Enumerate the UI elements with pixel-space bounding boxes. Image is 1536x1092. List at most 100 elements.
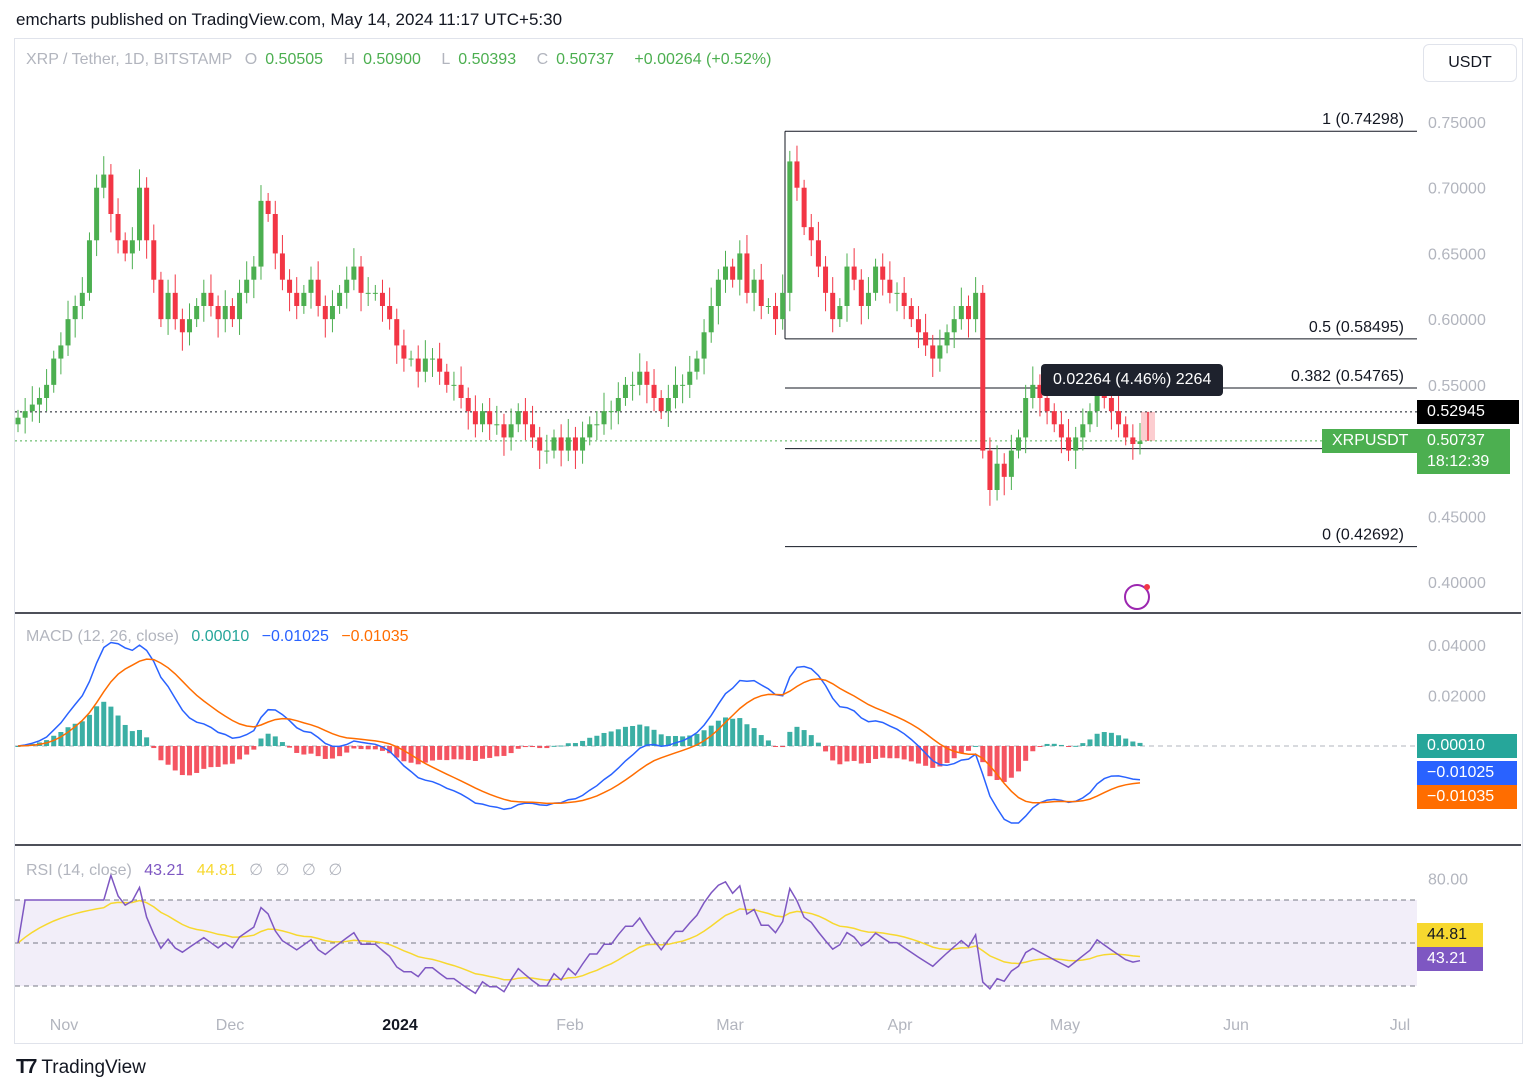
candle-up (944, 332, 950, 346)
high-value: H 0.50900 (343, 51, 421, 68)
macd-histogram-bar (58, 731, 64, 746)
macd-histogram-bar (844, 746, 850, 762)
rsi-line (17, 872, 1141, 995)
candle-up (951, 319, 957, 333)
candle-up (787, 161, 793, 293)
macd-histogram-bar (744, 724, 750, 746)
macd-histogram-bar (601, 732, 607, 746)
candle-down (415, 358, 421, 372)
publisher-header: emcharts published on TradingView.com, M… (16, 10, 563, 29)
macd-histogram-bar (658, 734, 664, 746)
macd-histogram-bar (201, 746, 207, 769)
macd-histogram-bar (751, 728, 757, 746)
macd-histogram-bar (787, 731, 793, 746)
macd-histogram-bar (322, 746, 328, 759)
candle-down (887, 279, 893, 293)
macd-histogram-bar (444, 746, 450, 761)
candle-up (1080, 424, 1086, 438)
macd-histogram-bar (1037, 746, 1043, 747)
macd-title[interactable]: MACD (12, 26, close) (26, 628, 179, 645)
macd-signal-label: −0.01035 (1417, 785, 1517, 809)
macd-histogram-bar (487, 746, 493, 758)
candle-down (1037, 384, 1043, 398)
candle-up (601, 411, 607, 425)
macd-histogram-bar (79, 721, 85, 746)
macd-histogram-bar (973, 745, 979, 747)
macd-histogram-bar (1058, 744, 1064, 746)
candle-down (387, 306, 393, 320)
x-tick-label: Nov (50, 1017, 78, 1034)
tradingview-footer[interactable]: T7 TradingView (16, 1056, 146, 1078)
y-tick-label: 0.60000 (1428, 312, 1486, 329)
candle-down (1066, 437, 1072, 451)
tradingview-logo-icon: T7 (16, 1056, 37, 1078)
macd-histogram-bar (329, 746, 335, 759)
x-tick-label: Jun (1223, 1017, 1249, 1034)
candle-up (751, 279, 757, 293)
symbol-label[interactable]: XRP / Tether, 1D, BITSTAMP (26, 51, 233, 68)
currency-button[interactable]: USDT (1423, 44, 1517, 82)
candle-down (458, 384, 464, 398)
macd-histogram-bar (1080, 743, 1086, 746)
candle-down (394, 319, 400, 346)
candle-down (558, 437, 564, 451)
candle-up (422, 358, 428, 372)
rsi-ma-value: 44.81 (196, 862, 237, 879)
macd-histogram-bar (1016, 746, 1022, 772)
candle-up (244, 279, 250, 293)
price-legend: XRP / Tether, 1D, BITSTAMP O 0.50505 H 0.5… (26, 51, 779, 69)
candle-up (187, 319, 193, 333)
rsi-na-4: ∅ (328, 862, 343, 879)
candle-down (572, 437, 578, 451)
candle-up (515, 411, 521, 425)
macd-histogram-bar (351, 746, 357, 749)
macd-histogram-bar (551, 745, 557, 747)
macd-histogram-bar (480, 746, 486, 759)
macd-histogram-bar (723, 717, 729, 746)
candle-up (508, 424, 514, 438)
candle-up (15, 417, 21, 425)
candle-down (823, 266, 829, 293)
candle-down (108, 174, 114, 214)
lightning-icon (1124, 584, 1150, 610)
rsi-y-tick: 80.00 (1428, 872, 1468, 889)
macd-histogram-bar (294, 746, 300, 753)
candle-up (844, 266, 850, 306)
macd-histogram-bar (394, 746, 400, 758)
fib-level-label: 0.382 (0.54765) (1291, 368, 1404, 385)
macd-histogram-bar (151, 746, 157, 749)
candle-up (615, 398, 621, 412)
candle-up (715, 279, 721, 306)
macd-histogram-bar (594, 735, 600, 746)
macd-histogram-bar (944, 746, 950, 763)
macd-histogram-bar (1108, 732, 1114, 746)
candle-up (258, 200, 264, 267)
macd-histogram-bar (865, 746, 871, 764)
candle-up (72, 306, 78, 320)
macd-histogram-bar (651, 729, 657, 746)
candle-down (472, 411, 478, 425)
candle-down (980, 292, 986, 451)
macd-histogram-bar (365, 746, 371, 750)
macd-histogram-bar (1044, 743, 1050, 746)
candle-up (51, 358, 57, 385)
candle-up (865, 292, 871, 306)
candle-down (115, 214, 121, 241)
x-tick-label: Apr (888, 1017, 914, 1034)
macd-histogram-bar (880, 746, 886, 758)
candle-up (637, 371, 643, 385)
candle-down (1044, 398, 1050, 412)
candle-down (444, 371, 450, 385)
macd-line-label: −0.01025 (1417, 761, 1517, 785)
candle-down (501, 424, 507, 438)
candle-up (251, 266, 257, 280)
rsi-title[interactable]: RSI (14, close) (26, 862, 132, 879)
candle-up (708, 306, 714, 333)
macd-line-value: −0.01025 (261, 628, 329, 645)
macd-histogram-bar (930, 746, 936, 768)
y-tick-label: 0.65000 (1428, 246, 1486, 263)
candle-down (851, 266, 857, 280)
low-value: L 0.50393 (441, 51, 517, 68)
candle-up (994, 463, 1000, 490)
